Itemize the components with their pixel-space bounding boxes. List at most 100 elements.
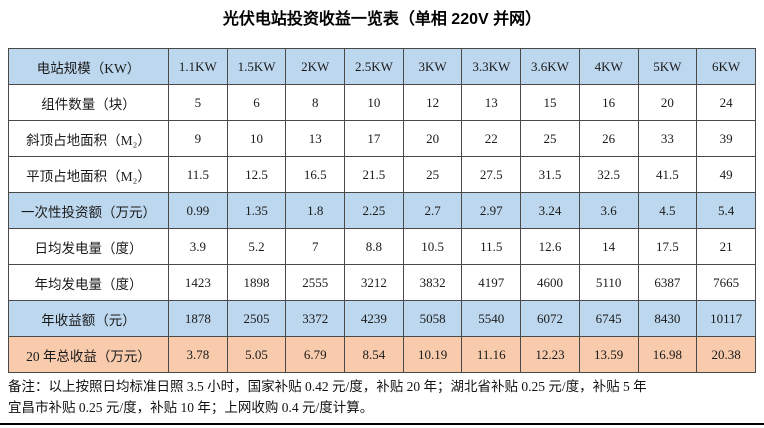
data-cell: 32.5 — [578, 156, 639, 193]
data-cell: 6072 — [520, 300, 580, 337]
data-cell: 3372 — [285, 300, 346, 337]
row-label-cell: 组件数量（块） — [8, 84, 169, 121]
data-cell: 8430 — [637, 300, 698, 337]
table-row: 组件数量（块） 5 6 8 10 12 13 15 16 20 24 — [8, 84, 756, 121]
data-cell: 1.5KW — [226, 48, 287, 85]
table-row: 20 年总收益（万元） 3.78 5.05 6.79 8.54 10.19 11.16 12.… — [8, 336, 756, 373]
data-cell: 16.5 — [285, 156, 346, 193]
row-label-cell: 20 年总收益（万元） — [8, 336, 169, 373]
data-cell: 12 — [402, 84, 463, 121]
data-cell: 10 — [344, 84, 404, 121]
data-cell: 17 — [344, 120, 404, 157]
data-cell: 4239 — [344, 300, 404, 337]
data-cell: 8 — [285, 84, 346, 121]
data-cell: 16.98 — [637, 336, 698, 373]
data-cell: 13 — [461, 84, 522, 121]
data-cell: 3.78 — [168, 336, 228, 373]
data-cell: 22 — [461, 120, 522, 157]
data-cell: 5.2 — [226, 228, 287, 265]
data-cell: 3.3KW — [461, 48, 522, 85]
data-cell: 25 — [402, 156, 463, 193]
data-cell: 1.35 — [226, 192, 287, 229]
data-cell: 1.1KW — [168, 48, 228, 85]
data-cell: 5.05 — [226, 336, 287, 373]
data-cell: 5058 — [402, 300, 463, 337]
data-cell: 4KW — [578, 48, 639, 85]
data-cell: 21 — [696, 228, 756, 265]
data-cell: 17.5 — [637, 228, 698, 265]
data-cell: 6387 — [637, 264, 698, 301]
data-cell: 1423 — [168, 264, 228, 301]
data-cell: 11.5 — [168, 156, 228, 193]
data-cell: 0.99 — [168, 192, 228, 229]
data-cell: 13.59 — [578, 336, 639, 373]
row-label-cell: 平顶占地面积（M₂） — [8, 156, 169, 193]
page-bottom-rule — [0, 423, 764, 425]
data-cell: 15 — [520, 84, 580, 121]
data-cell: 10117 — [696, 300, 756, 337]
data-cell: 12.6 — [520, 228, 580, 265]
data-cell: 3212 — [344, 264, 404, 301]
row-label-cell: 电站规模（KW） — [8, 48, 169, 85]
data-cell: 12.5 — [226, 156, 287, 193]
data-cell: 2.5KW — [344, 48, 404, 85]
note-line-1: 备注：以上按照日均标准日照 3.5 小时，国家补贴 0.42 元/度，补贴 20… — [8, 379, 647, 394]
data-cell: 20 — [402, 120, 463, 157]
data-cell: 27.5 — [461, 156, 522, 193]
data-cell: 5KW — [637, 48, 698, 85]
data-cell: 6KW — [696, 48, 756, 85]
data-cell: 10.5 — [402, 228, 463, 265]
data-cell: 3.6KW — [520, 48, 580, 85]
data-cell: 26 — [578, 120, 639, 157]
data-cell: 3.24 — [520, 192, 580, 229]
data-cell: 2KW — [285, 48, 346, 85]
page-title: 光伏电站投资收益一览表（单相 220V 并网） — [222, 11, 542, 28]
data-cell: 6.79 — [285, 336, 346, 373]
note-line-2: 宜昌市补贴 0.25 元/度，补贴 10 年；上网收购 0.4 元/度计算。 — [8, 400, 374, 415]
pv-investment-table: 电站规模（KW） 1.1KW 1.5KW 2KW 2.5KW 3KW 3.3KW 3.6KW 4… — [8, 48, 756, 373]
table-row: 一次性投资额（万元） 0.99 1.35 1.8 2.25 2.7 2.97 3.24 3.6 4… — [8, 192, 756, 229]
row-label-cell: 年均发电量（度） — [8, 264, 169, 301]
data-cell: 25 — [520, 120, 580, 157]
row-label-cell: 年收益额（元） — [8, 300, 169, 337]
data-cell: 20.38 — [696, 336, 756, 373]
data-cell: 49 — [696, 156, 756, 193]
data-cell: 11.5 — [461, 228, 522, 265]
data-cell: 4197 — [461, 264, 522, 301]
table-row: 日均发电量（度） 3.9 5.2 7 8.8 10.5 11.5 12.6 14 17.5 21 — [8, 228, 756, 265]
data-cell: 7 — [285, 228, 346, 265]
data-cell: 16 — [578, 84, 639, 121]
notes-block: 备注：以上按照日均标准日照 3.5 小时，国家补贴 0.42 元/度，补贴 20… — [8, 376, 756, 418]
data-cell: 24 — [696, 84, 756, 121]
row-label-cell: 斜顶占地面积（M₂） — [8, 120, 169, 157]
table-body: 电站规模（KW） 1.1KW 1.5KW 2KW 2.5KW 3KW 3.3KW 3.6KW 4… — [8, 48, 756, 373]
data-cell: 3.9 — [168, 228, 228, 265]
data-cell: 33 — [637, 120, 698, 157]
data-cell: 3832 — [402, 264, 463, 301]
data-cell: 2.97 — [461, 192, 522, 229]
data-cell: 41.5 — [637, 156, 698, 193]
table-row: 电站规模（KW） 1.1KW 1.5KW 2KW 2.5KW 3KW 3.3KW 3.6KW 4… — [8, 48, 756, 85]
data-cell: 4.5 — [637, 192, 698, 229]
data-cell: 10 — [226, 120, 287, 157]
table-row: 斜顶占地面积（M₂） 9 10 13 17 20 22 25 26 33 39 — [8, 120, 756, 157]
data-cell: 14 — [578, 228, 639, 265]
data-cell: 7665 — [696, 264, 756, 301]
table-row: 年收益额（元） 1878 2505 3372 4239 5058 5540 6072 6745 8… — [8, 300, 756, 337]
data-cell: 2555 — [285, 264, 346, 301]
table-row: 平顶占地面积（M₂） 11.5 12.5 16.5 21.5 25 27.5 31.5 32.5… — [8, 156, 756, 193]
row-label-cell: 一次性投资额（万元） — [8, 192, 169, 229]
data-cell: 21.5 — [344, 156, 404, 193]
data-cell: 11.16 — [461, 336, 522, 373]
data-cell: 8.54 — [344, 336, 404, 373]
data-cell: 6 — [226, 84, 287, 121]
data-cell: 10.19 — [402, 336, 463, 373]
data-cell: 6745 — [578, 300, 639, 337]
data-cell: 13 — [285, 120, 346, 157]
data-cell: 4600 — [520, 264, 580, 301]
data-cell: 3KW — [402, 48, 463, 85]
data-cell: 1.8 — [285, 192, 346, 229]
data-cell: 31.5 — [520, 156, 580, 193]
data-cell: 2.7 — [402, 192, 463, 229]
data-cell: 1898 — [226, 264, 287, 301]
